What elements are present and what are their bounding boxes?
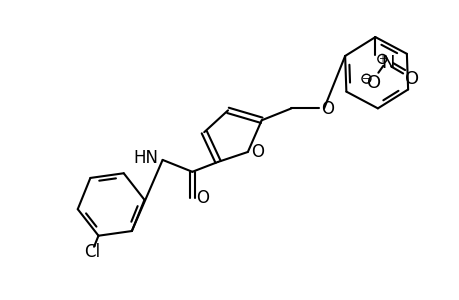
Text: O: O bbox=[321, 100, 334, 118]
Text: −: − bbox=[362, 74, 370, 84]
Text: +: + bbox=[377, 54, 386, 64]
Text: Cl: Cl bbox=[84, 243, 100, 261]
Text: O: O bbox=[251, 143, 263, 161]
Text: O: O bbox=[367, 74, 381, 92]
Text: N: N bbox=[381, 54, 394, 72]
Text: O: O bbox=[404, 70, 418, 88]
Text: O: O bbox=[196, 189, 208, 207]
Text: HN: HN bbox=[134, 149, 158, 167]
